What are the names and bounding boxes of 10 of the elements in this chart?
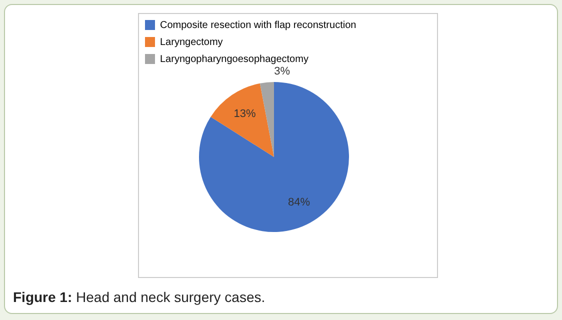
caption: Figure 1: Head and neck surgery cases. <box>13 289 266 305</box>
pie-slice <box>260 82 274 157</box>
data-label: 13% <box>234 108 256 120</box>
data-label: 3% <box>274 65 290 78</box>
legend-label: Laryngopharyngoesophagectomy <box>160 54 308 65</box>
legend-label: Composite resection with flap reconstruction <box>160 20 356 31</box>
pie-slice <box>210 83 274 157</box>
data-label: 84% <box>288 196 310 209</box>
legend-label: Laryngectomy <box>160 37 223 48</box>
pie-slice <box>199 82 349 232</box>
